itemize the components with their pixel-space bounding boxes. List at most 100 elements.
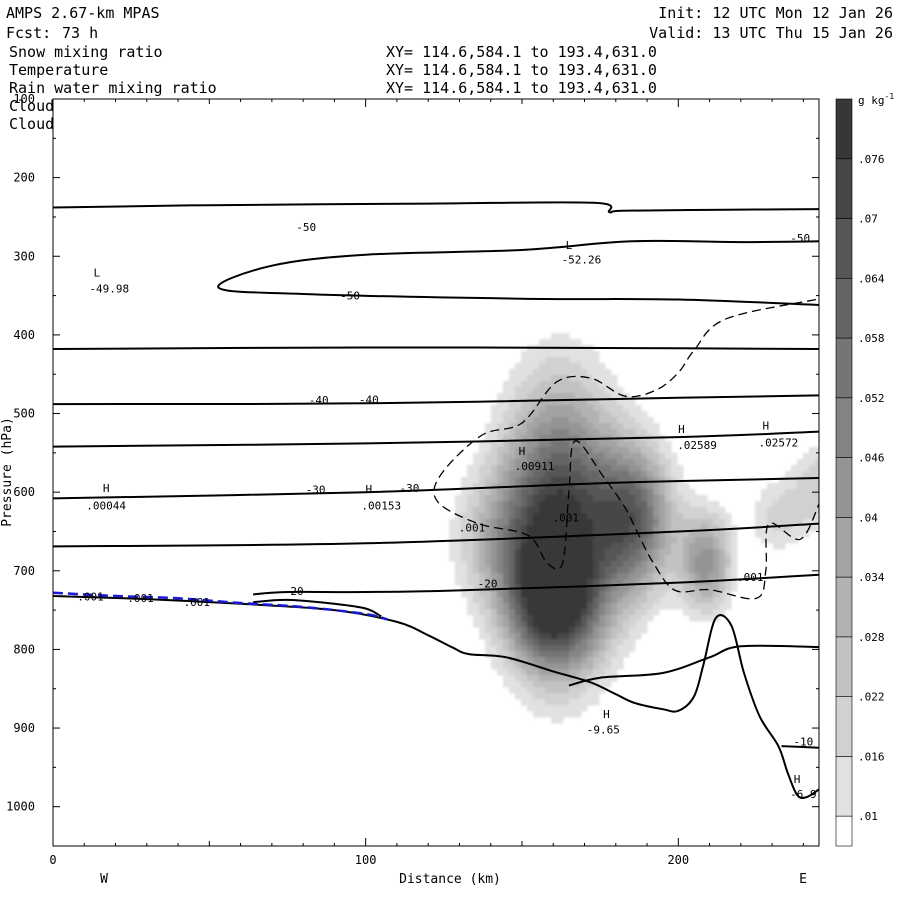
y-tick-label: 700: [13, 564, 35, 578]
snow-cell: [803, 477, 810, 484]
snow-cell: [617, 537, 624, 544]
snow-cell: [509, 393, 516, 400]
snow-cell: [551, 393, 558, 400]
snow-cell: [551, 375, 558, 382]
snow-cell: [641, 417, 648, 424]
contour-label: -6.9: [790, 788, 817, 801]
snow-cell: [557, 513, 564, 520]
snow-cell: [701, 501, 708, 508]
snow-cell: [533, 555, 540, 562]
snow-cell: [623, 579, 630, 586]
snow-cell: [803, 471, 810, 478]
snow-cell: [815, 465, 819, 472]
snow-cell: [563, 459, 570, 466]
snow-cell: [551, 603, 558, 610]
snow-cell: [653, 591, 660, 598]
snow-cell: [647, 543, 654, 550]
snow-cell: [611, 657, 618, 664]
snow-cell: [683, 495, 690, 502]
snow-cell: [599, 501, 606, 508]
snow-cell: [527, 699, 534, 706]
snow-cell: [491, 555, 498, 562]
snow-cell: [575, 645, 582, 652]
snow-cell: [539, 579, 546, 586]
snow-cell: [545, 555, 552, 562]
snow-cell: [587, 513, 594, 520]
snow-cell: [473, 495, 480, 502]
snow-cell: [527, 603, 534, 610]
snow-cell: [563, 651, 570, 658]
snow-cell: [503, 591, 510, 598]
snow-cell: [611, 477, 618, 484]
snow-cell: [539, 705, 546, 712]
snow-cell: [647, 609, 654, 616]
snow-cell: [527, 621, 534, 628]
snow-cell: [635, 405, 642, 412]
snow-cell: [509, 495, 516, 502]
snow-cell: [791, 513, 798, 520]
snow-cell: [695, 543, 702, 550]
snow-cell: [491, 651, 498, 658]
snow-cell: [581, 357, 588, 364]
snow-cell: [587, 651, 594, 658]
snow-cell: [545, 393, 552, 400]
snow-cell: [803, 519, 810, 526]
snow-cell: [569, 441, 576, 448]
snow-cell: [503, 657, 510, 664]
snow-cell: [689, 501, 696, 508]
snow-cell: [623, 423, 630, 430]
snow-cell: [611, 501, 618, 508]
snow-cell: [713, 543, 720, 550]
snow-cell: [455, 543, 462, 550]
snow-cell: [533, 429, 540, 436]
snow-cell: [521, 591, 528, 598]
snow-cell: [623, 501, 630, 508]
snow-cell: [515, 567, 522, 574]
snow-cell: [485, 465, 492, 472]
snow-cell: [521, 609, 528, 616]
snow-cell: [569, 435, 576, 442]
snow-cell: [563, 705, 570, 712]
snow-cell: [491, 519, 498, 526]
snow-cell: [581, 525, 588, 532]
snow-cell: [659, 513, 666, 520]
contour-label: -20: [284, 585, 304, 598]
snow-cell: [713, 579, 720, 586]
snow-cell: [647, 531, 654, 538]
snow-cell: [509, 405, 516, 412]
snow-cell: [527, 681, 534, 688]
snow-cell: [521, 693, 528, 700]
snow-cell: [695, 549, 702, 556]
snow-cell: [569, 357, 576, 364]
snow-cell: [545, 615, 552, 622]
snow-cell: [581, 351, 588, 358]
snow-cell: [617, 459, 624, 466]
snow-cell: [479, 525, 486, 532]
snow-cell: [569, 693, 576, 700]
contour-label: .001: [737, 571, 764, 584]
snow-cell: [581, 537, 588, 544]
snow-cell: [527, 609, 534, 616]
snow-cell: [533, 699, 540, 706]
snow-cell: [593, 507, 600, 514]
snow-cell: [545, 591, 552, 598]
snow-cell: [629, 585, 636, 592]
snow-cell: [653, 609, 660, 616]
snow-cell: [575, 627, 582, 634]
snow-cell: [527, 675, 534, 682]
snow-cell: [641, 477, 648, 484]
snow-cell: [683, 537, 690, 544]
snow-cell: [497, 531, 504, 538]
snow-cell: [503, 669, 510, 676]
snow-cell: [551, 357, 558, 364]
snow-cell: [575, 621, 582, 628]
snow-cell: [515, 495, 522, 502]
snow-cell: [563, 375, 570, 382]
snow-cell: [539, 537, 546, 544]
snow-cell: [581, 639, 588, 646]
snow-cell: [707, 585, 714, 592]
snow-cell: [497, 573, 504, 580]
snow-cell: [455, 495, 462, 502]
snow-cell: [659, 591, 666, 598]
snow-cell: [581, 669, 588, 676]
